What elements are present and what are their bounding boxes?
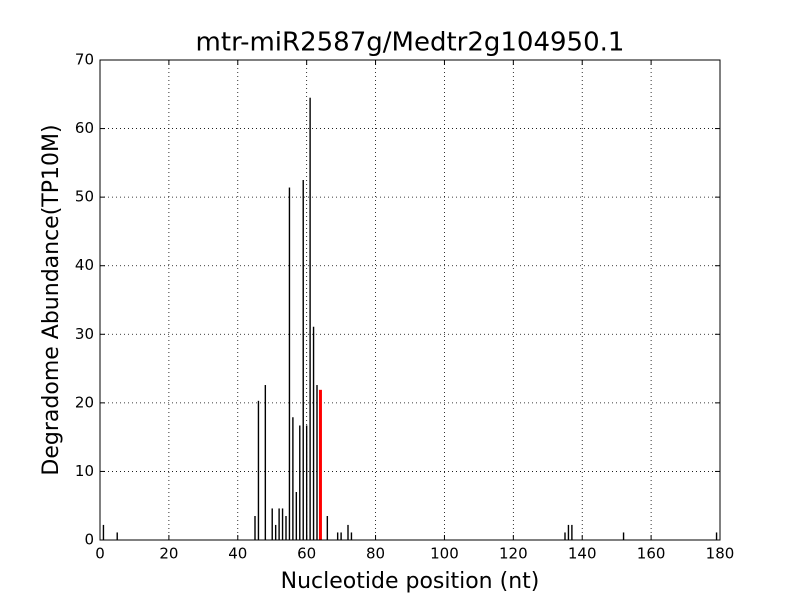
bar	[274, 524, 277, 540]
x-tick-label: 60	[297, 545, 316, 563]
y-tick-label: 50	[75, 188, 94, 206]
bar	[347, 524, 349, 540]
x-tick-label: 0	[95, 545, 105, 563]
bar	[564, 532, 566, 540]
x-tick-label: 40	[228, 545, 247, 563]
bar	[288, 187, 291, 541]
plot-frame	[99, 59, 721, 541]
x-tick-label: 120	[499, 545, 528, 563]
y-tick-label: 70	[75, 51, 94, 69]
bar	[292, 417, 294, 540]
y-tick-label: 40	[75, 256, 94, 274]
y-tick-label: 30	[75, 325, 94, 343]
y-tick-label: 10	[75, 462, 94, 480]
y-tick-label: 20	[75, 393, 94, 411]
bar	[299, 425, 301, 540]
chart-title: mtr-miR2587g/Medtr2g104950.1	[196, 28, 625, 58]
bar	[285, 516, 287, 540]
bar	[318, 389, 322, 540]
bar	[571, 524, 573, 540]
bar	[271, 508, 273, 540]
x-tick-label: 180	[706, 545, 735, 563]
bar	[715, 532, 718, 540]
bar	[257, 400, 260, 540]
bar	[316, 385, 318, 540]
x-tick-label: 140	[568, 545, 597, 563]
x-axis-label: Nucleotide position (nt)	[281, 569, 540, 594]
bar	[340, 532, 342, 540]
bar	[254, 516, 256, 540]
bar	[567, 524, 570, 540]
bar	[305, 425, 308, 540]
bar	[295, 492, 298, 540]
bar	[264, 385, 267, 540]
y-axis-label: Degradome Abundance(TP10M)	[39, 124, 64, 475]
bar	[281, 508, 284, 540]
x-tick-label: 100	[430, 545, 459, 563]
x-tick-label: 20	[159, 545, 178, 563]
bar	[102, 524, 105, 540]
bar	[350, 532, 353, 540]
bar	[326, 516, 329, 540]
bar	[116, 532, 118, 540]
bar	[336, 532, 339, 540]
y-tick-label: 60	[75, 119, 94, 137]
bar	[622, 532, 625, 540]
bar	[312, 326, 315, 540]
x-tick-label: 160	[637, 545, 666, 563]
bar	[302, 180, 304, 540]
x-tick-label: 80	[366, 545, 385, 563]
bar	[278, 508, 280, 540]
bar	[309, 97, 311, 540]
y-tick-label: 0	[84, 531, 94, 549]
